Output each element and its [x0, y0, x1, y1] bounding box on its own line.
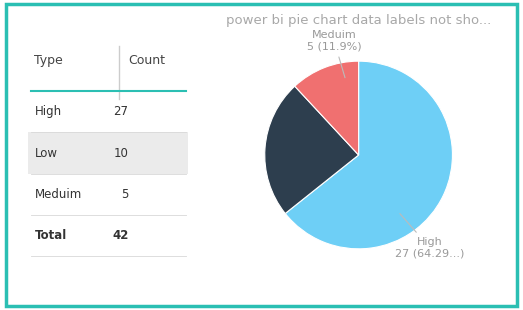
Bar [28, 132, 188, 174]
Text: 5: 5 [121, 188, 129, 201]
Text: Low: Low [35, 147, 58, 160]
Text: 42: 42 [112, 229, 129, 242]
Text: 27: 27 [113, 105, 129, 118]
Wedge shape [295, 61, 359, 155]
Text: High: High [35, 105, 62, 118]
Text: Count: Count [129, 54, 166, 67]
Text: Meduim
5 (11.9%): Meduim 5 (11.9%) [307, 30, 361, 78]
Wedge shape [265, 86, 359, 214]
Text: High
27 (64.29...): High 27 (64.29...) [395, 214, 465, 259]
Text: 10: 10 [113, 147, 129, 160]
Wedge shape [285, 61, 452, 249]
Text: Type: Type [35, 54, 63, 67]
Text: Meduim: Meduim [35, 188, 82, 201]
Text: Total: Total [35, 229, 66, 242]
Text: power bi pie chart data labels not sho...: power bi pie chart data labels not sho..… [226, 14, 491, 27]
